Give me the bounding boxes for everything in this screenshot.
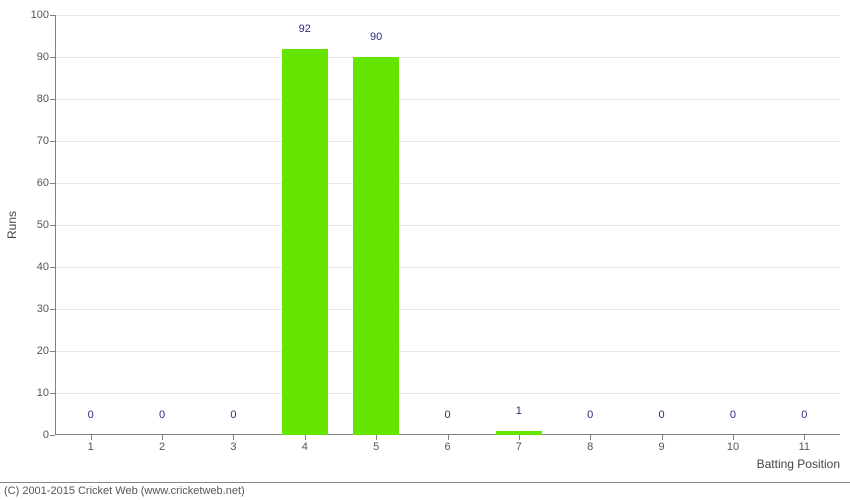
- x-tick-label: 4: [302, 441, 308, 453]
- value-label: 0: [88, 409, 94, 421]
- gridline: [55, 15, 840, 16]
- y-tick-label: 90: [37, 51, 49, 63]
- y-tick-label: 10: [37, 387, 49, 399]
- gridline: [55, 267, 840, 268]
- value-label: 1: [516, 405, 522, 417]
- y-tick-label: 40: [37, 261, 49, 273]
- x-axis-title: Batting Position: [757, 457, 840, 471]
- x-tick-label: 6: [444, 441, 450, 453]
- y-tick-label: 60: [37, 177, 49, 189]
- bar: [282, 49, 328, 435]
- value-label: 0: [587, 409, 593, 421]
- y-tick-label: 100: [31, 9, 49, 21]
- y-tick-label: 30: [37, 303, 49, 315]
- x-tick-mark: [305, 435, 306, 440]
- bar: [496, 431, 542, 435]
- y-tick-label: 50: [37, 219, 49, 231]
- y-tick-label: 80: [37, 93, 49, 105]
- y-tick-mark: [50, 435, 55, 436]
- gridline: [55, 393, 840, 394]
- value-label: 0: [730, 409, 736, 421]
- x-tick-mark: [662, 435, 663, 440]
- x-tick-label: 8: [587, 441, 593, 453]
- value-label: 0: [444, 409, 450, 421]
- x-tick-mark: [376, 435, 377, 440]
- x-tick-mark: [233, 435, 234, 440]
- x-tick-mark: [162, 435, 163, 440]
- x-tick-label: 5: [373, 441, 379, 453]
- gridline: [55, 225, 840, 226]
- x-tick-mark: [448, 435, 449, 440]
- x-tick-label: 1: [88, 441, 94, 453]
- y-tick-label: 70: [37, 135, 49, 147]
- y-axis-title: Runs: [5, 211, 19, 239]
- value-label: 0: [659, 409, 665, 421]
- gridline: [55, 99, 840, 100]
- value-label: 92: [299, 23, 311, 35]
- bar-chart: 0102030405060708090100102030492590607180…: [0, 0, 850, 480]
- y-axis: [55, 15, 56, 435]
- value-label: 0: [801, 409, 807, 421]
- x-tick-label: 3: [230, 441, 236, 453]
- x-tick-mark: [91, 435, 92, 440]
- y-tick-label: 0: [43, 429, 49, 441]
- x-tick-label: 11: [799, 441, 810, 453]
- y-tick-label: 20: [37, 345, 49, 357]
- plot-area: 0102030405060708090100102030492590607180…: [55, 15, 840, 435]
- x-tick-label: 9: [659, 441, 665, 453]
- gridline: [55, 309, 840, 310]
- value-label: 0: [159, 409, 165, 421]
- x-tick-label: 7: [516, 441, 522, 453]
- gridline: [55, 183, 840, 184]
- x-tick-label: 2: [159, 441, 165, 453]
- gridline: [55, 351, 840, 352]
- x-tick-label: 10: [727, 441, 739, 453]
- value-label: 90: [370, 31, 382, 43]
- gridline: [55, 57, 840, 58]
- x-tick-mark: [804, 435, 805, 440]
- x-tick-mark: [590, 435, 591, 440]
- value-label: 0: [230, 409, 236, 421]
- bar: [353, 57, 399, 435]
- x-tick-mark: [519, 435, 520, 440]
- copyright-text: (C) 2001-2015 Cricket Web (www.cricketwe…: [0, 482, 850, 500]
- x-tick-mark: [733, 435, 734, 440]
- gridline: [55, 141, 840, 142]
